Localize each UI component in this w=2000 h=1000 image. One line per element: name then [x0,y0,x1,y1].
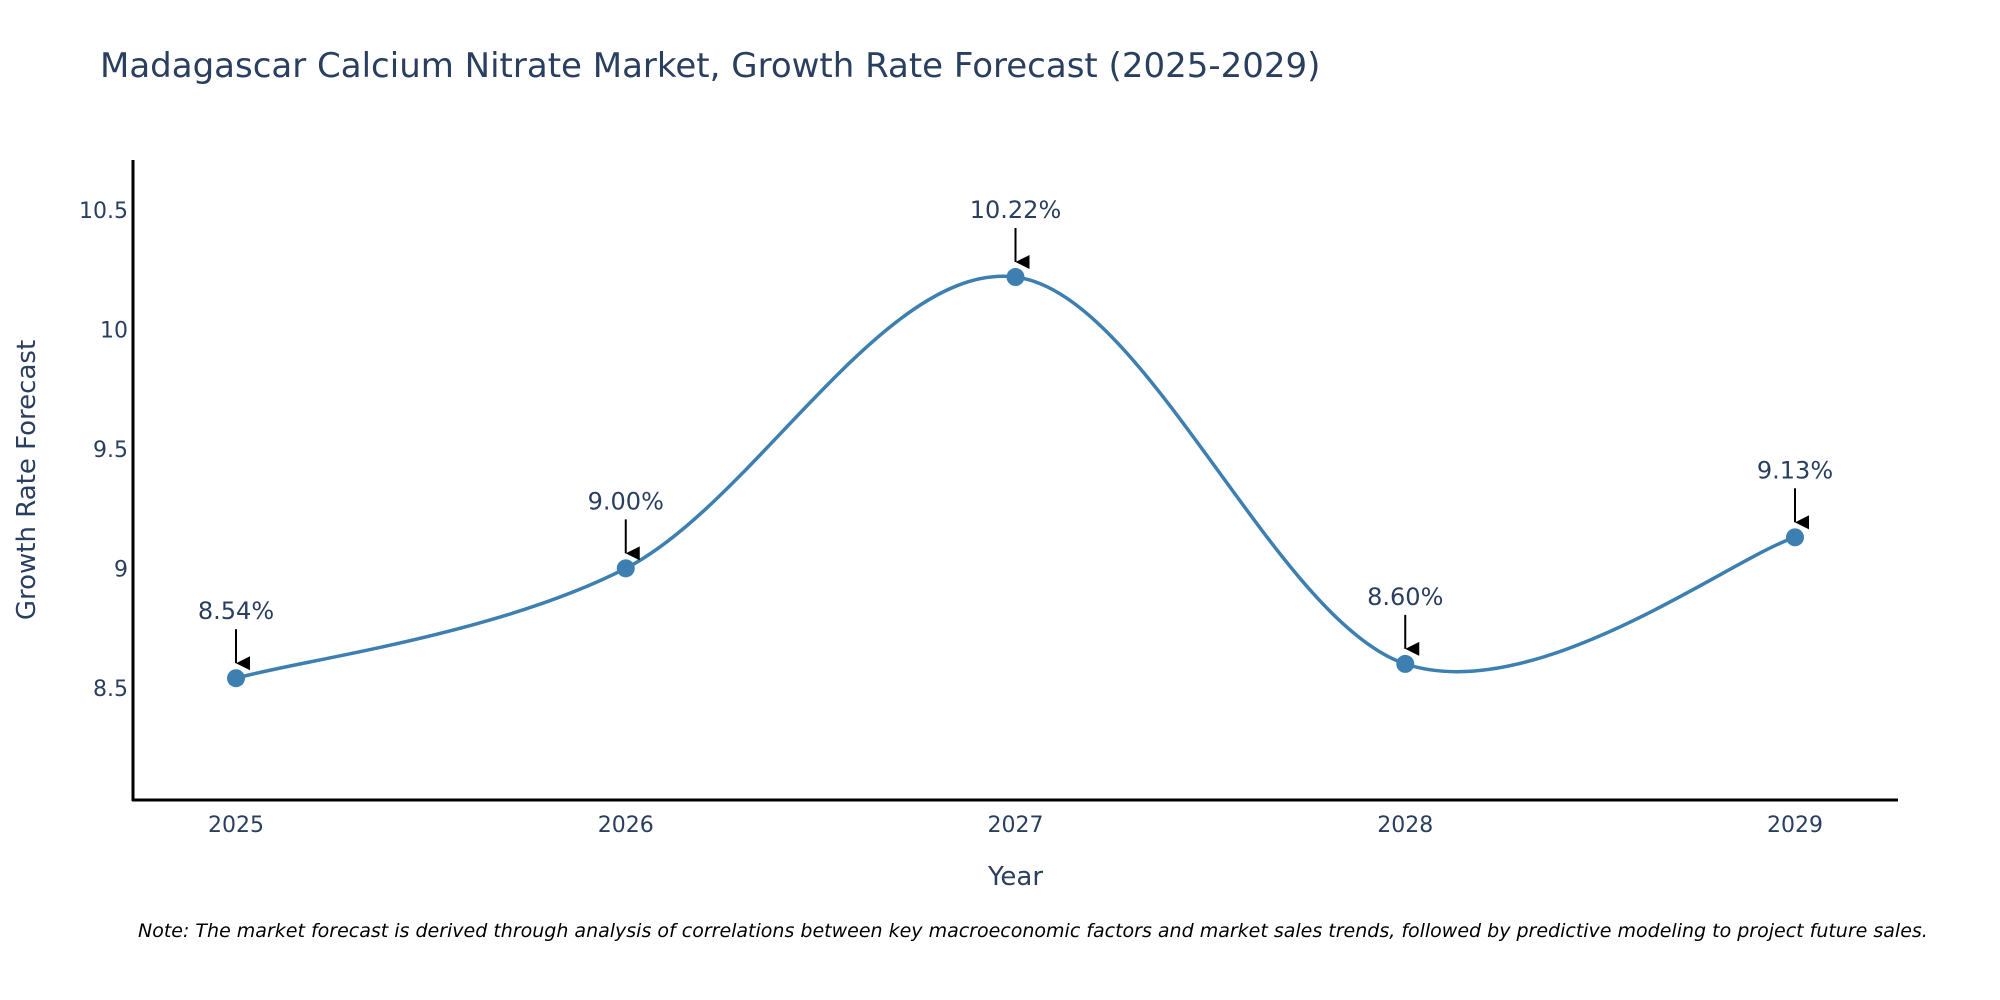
data-label: 9.00% [588,487,664,515]
data-label: 9.13% [1757,456,1833,484]
chart-title: Madagascar Calcium Nitrate Market, Growt… [100,46,1321,86]
y-tick-label: 8.5 [93,677,128,702]
y-tick-label: 9 [114,557,128,582]
y-tick-label: 10 [100,319,128,344]
data-label: 10.22% [970,196,1062,224]
y-tick-label: 10.5 [79,199,128,224]
series-layer [227,268,1804,688]
data-point[interactable] [1786,528,1804,547]
data-point[interactable] [1006,268,1025,287]
x-tick-label: 2028 [1377,813,1433,838]
x-axis-title: Year [987,862,1043,892]
footnote: Note: The market forecast is derived thr… [138,920,1928,942]
y-axis-title: Growth Rate Forecast [12,340,42,620]
data-point[interactable] [227,669,245,688]
axes: 8.5 9 9.5 10 10.5 2025 2026 2027 2028 2029 Year Gro… [12,160,1898,892]
data-label: 8.60% [1367,583,1443,611]
x-tick-label: 2029 [1767,813,1823,838]
series-line [235,274,1796,680]
x-tick-label: 2027 [988,813,1044,838]
annotations: 8.54% 9.00% 10.22% 8.60% 9.13% [198,196,1833,671]
x-tick-label: 2026 [598,813,654,838]
data-point[interactable] [616,559,635,578]
data-point[interactable] [1396,654,1415,673]
data-label: 8.54% [198,597,274,625]
y-tick-label: 9.5 [93,438,128,463]
x-tick-label: 2025 [208,813,264,838]
